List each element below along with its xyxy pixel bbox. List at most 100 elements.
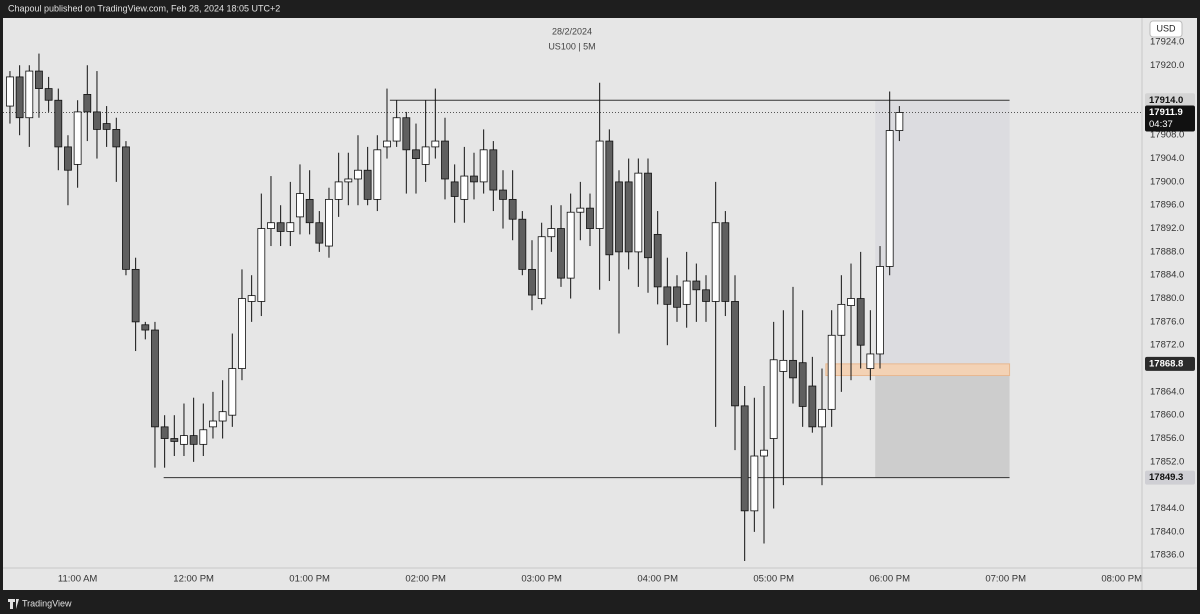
last-price-badge [1145, 105, 1195, 132]
candle-body [189, 435, 198, 445]
candle-body [885, 130, 894, 267]
candle-body [566, 211, 575, 279]
y-tick-label: 17924.0 [1150, 36, 1184, 47]
candle-body [305, 198, 314, 224]
candle-body [218, 411, 227, 422]
stop-level-text: 17849.3 [1149, 472, 1183, 483]
candle-body [876, 266, 884, 355]
candle-body [373, 149, 382, 200]
logo [8, 599, 19, 609]
candle-body [702, 289, 710, 302]
y-tick-label: 17860.0 [1150, 410, 1184, 421]
candle-body [595, 140, 604, 229]
candle-body [354, 169, 362, 180]
candle-body [54, 99, 63, 148]
candle-body [750, 455, 759, 512]
candle-body [199, 429, 208, 445]
candle-body [779, 359, 788, 372]
candle-body [6, 76, 14, 107]
chart-title: 28/2/2024 [552, 26, 592, 36]
y-tick-label: 17884.0 [1150, 270, 1184, 281]
candle-body [644, 172, 652, 259]
target-level-badge [1145, 93, 1195, 108]
candle-body [895, 112, 904, 131]
candle-body [557, 228, 565, 279]
candle-body [634, 172, 643, 253]
y-tick-label: 17876.0 [1150, 316, 1184, 327]
target-level-text: 17914.0 [1149, 95, 1183, 106]
candle-body [209, 420, 217, 428]
y-tick-label: 17836.0 [1150, 550, 1184, 561]
candle-body [286, 222, 295, 232]
candle-body [441, 140, 449, 180]
candle-body [605, 140, 614, 256]
candle-body [673, 286, 681, 308]
candle-body [15, 76, 24, 119]
candle-body [508, 198, 517, 220]
candle-body [586, 207, 594, 229]
x-tick-label: 02:00 PM [405, 574, 446, 585]
candle-body [615, 181, 623, 253]
candle-body [576, 207, 585, 213]
x-tick-label: 06:00 PM [869, 574, 910, 585]
candle-body [528, 268, 536, 296]
y-tick-label: 17880.0 [1150, 293, 1184, 304]
candle-body [827, 334, 836, 410]
y-tick-label: 17888.0 [1150, 246, 1184, 257]
candle-body [131, 268, 140, 323]
candle-body [431, 140, 440, 148]
candle-body [402, 117, 411, 151]
candle-body [93, 111, 101, 130]
y-tick-label: 17864.0 [1150, 386, 1184, 397]
candle-body [721, 222, 730, 302]
candle-body [421, 146, 430, 165]
candle-body [141, 324, 150, 331]
candle-body [344, 178, 353, 183]
currency-box[interactable] [1149, 20, 1183, 38]
candle-body [798, 362, 807, 407]
candle-body [122, 146, 130, 270]
x-tick-label: 08:00 PM [1101, 574, 1142, 585]
y-tick-label: 17920.0 [1150, 60, 1184, 71]
candle-body [624, 181, 633, 253]
candle-body [383, 140, 391, 148]
candle-body [547, 228, 556, 238]
entry-level-badge [1145, 356, 1195, 371]
candle-body [392, 117, 401, 142]
candle-body [740, 405, 749, 512]
candle-body [276, 222, 285, 232]
candle-body [789, 359, 797, 379]
candle-body [35, 70, 43, 89]
candle-body [315, 222, 324, 244]
candle-body [808, 385, 817, 428]
candle-body [267, 222, 275, 229]
candle-body [450, 181, 459, 197]
y-tick-label: 17908.0 [1150, 130, 1184, 141]
candle-body [856, 298, 865, 346]
candle-body [151, 329, 159, 428]
candle-body [711, 222, 720, 302]
candle-body [479, 149, 488, 183]
candle-body [837, 303, 846, 336]
candle-body [847, 298, 855, 306]
candle-body [296, 193, 304, 218]
y-tick-label: 17840.0 [1150, 526, 1184, 537]
currency: USD [1156, 23, 1176, 33]
y-tick-label: 17852.0 [1150, 456, 1184, 467]
x-tick-label: 12:00 PM [173, 574, 214, 585]
x-tick-label: 07:00 PM [985, 574, 1026, 585]
candle-body [692, 280, 701, 291]
y-tick-label: 17896.0 [1150, 200, 1184, 211]
candle-body [682, 280, 691, 305]
candle-body [257, 228, 266, 302]
header-text: Chapoul published on TradingView.com, Fe… [8, 3, 280, 13]
candle-body [460, 175, 469, 200]
candle-body [866, 353, 875, 369]
candle-body [518, 218, 527, 270]
y-tick-label: 17900.0 [1150, 176, 1184, 187]
candle-body [180, 435, 188, 445]
x-tick-label: 03:00 PM [521, 574, 562, 585]
candle-body [247, 295, 256, 302]
